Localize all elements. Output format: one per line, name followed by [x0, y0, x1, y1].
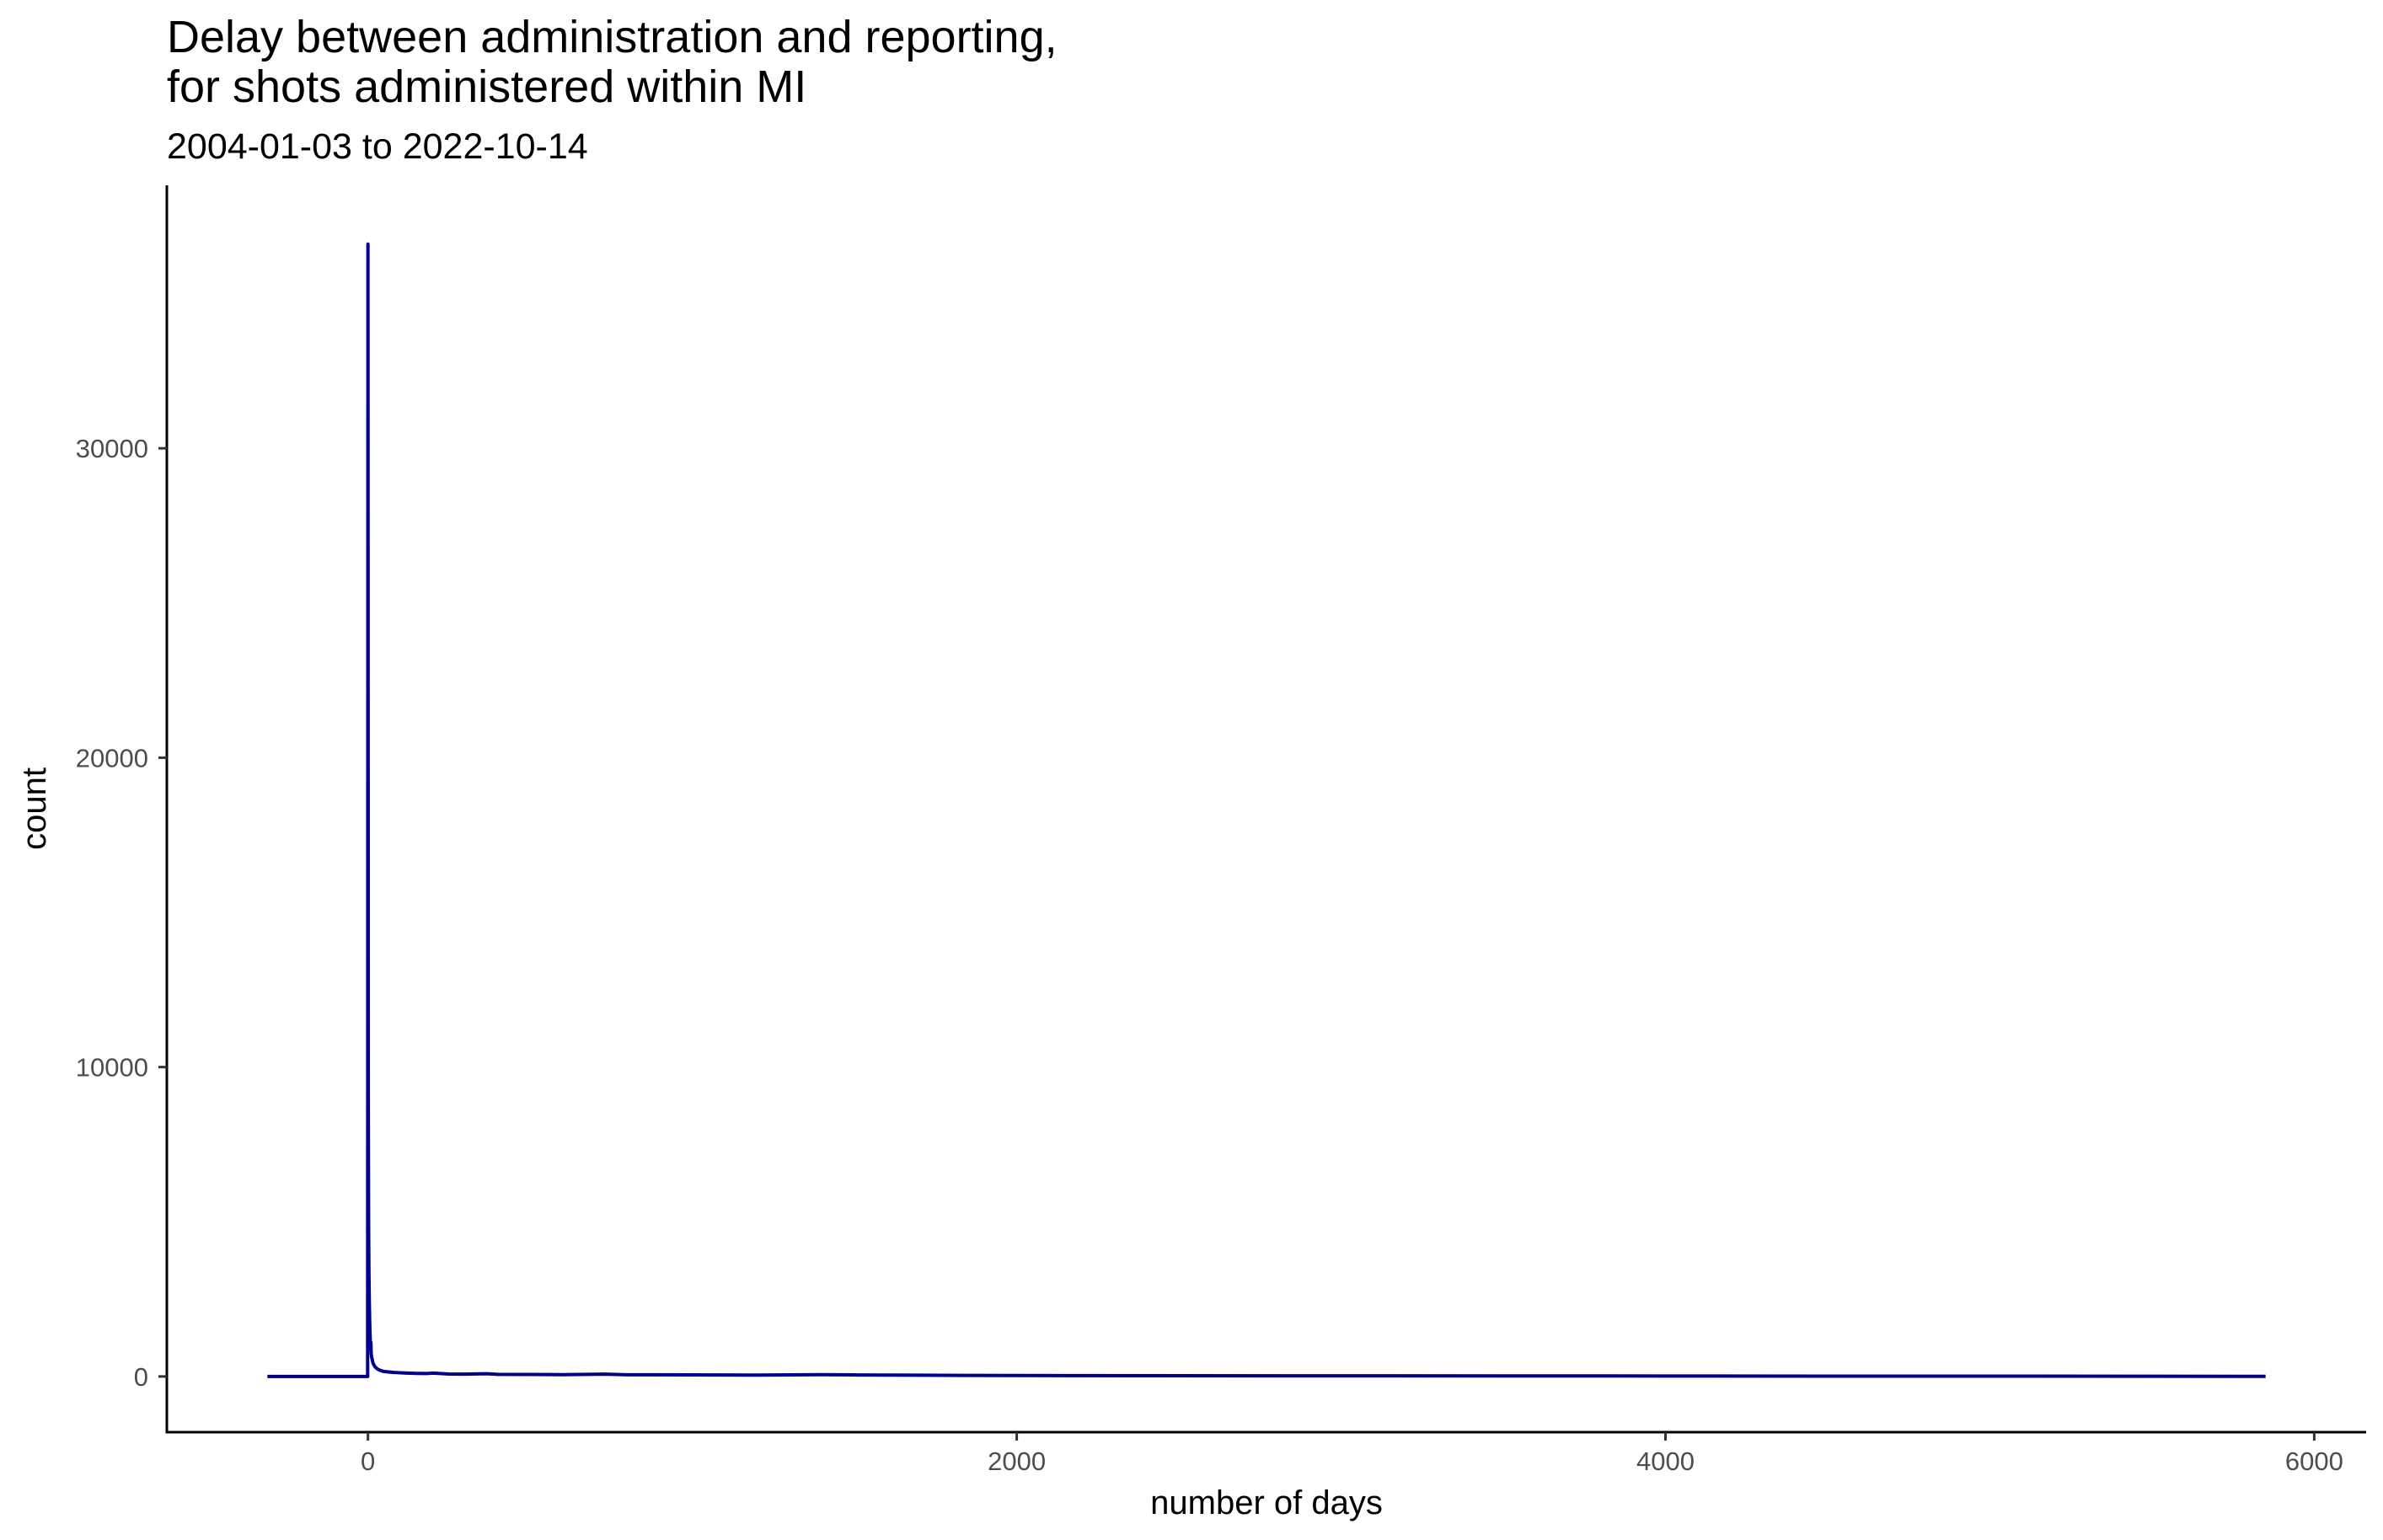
chart-header: Delay between administration and reporti…: [167, 12, 1058, 167]
y-tick-label: 30000: [76, 434, 148, 463]
chart-title-line-2: for shots administered within MI: [167, 61, 806, 112]
plot-series: [267, 242, 2266, 1378]
y-tick-label: 0: [134, 1362, 148, 1392]
chart-subtitle: 2004-01-03 to 2022-10-14: [167, 126, 588, 167]
x-axis-title: number of days: [1150, 1484, 1383, 1521]
x-tick-label: 4000: [1636, 1446, 1695, 1476]
x-tick-label: 2000: [988, 1446, 1046, 1476]
y-axis-ticks: 0 10000 20000 30000: [76, 434, 167, 1392]
x-axis-ticks: 0 2000 4000 6000: [361, 1432, 2343, 1476]
chart-title-line-1: Delay between administration and reporti…: [167, 12, 1058, 62]
y-tick-label: 20000: [76, 743, 148, 773]
x-tick-label: 0: [361, 1446, 375, 1476]
x-tick-label: 6000: [2285, 1446, 2343, 1476]
y-axis-title: count: [16, 767, 53, 850]
series-line-0: [267, 242, 2266, 1378]
y-tick-label: 10000: [76, 1053, 148, 1083]
